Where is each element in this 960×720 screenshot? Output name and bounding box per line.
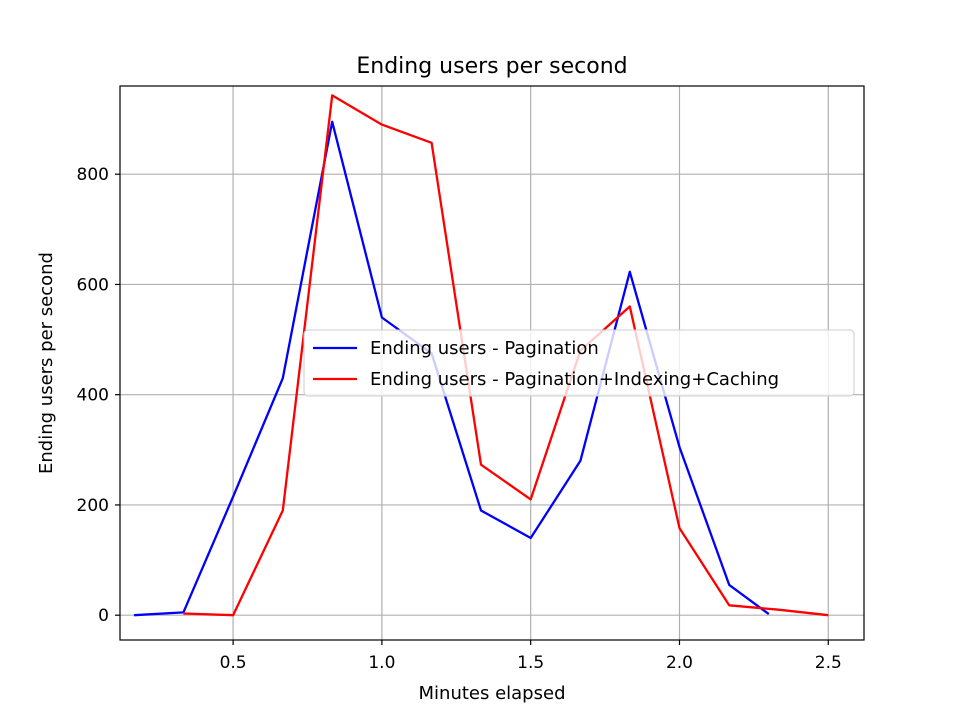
legend-box — [303, 329, 855, 397]
x-tick-label: 2.5 — [815, 653, 842, 673]
x-tick-label: 0.5 — [220, 653, 247, 673]
series-line-2 — [183, 94, 829, 617]
y-tick-label: 0 — [98, 606, 109, 626]
series-line-1 — [133, 120, 770, 617]
chart-title: Ending users per second — [356, 54, 627, 79]
y-tick-label: 800 — [77, 165, 109, 185]
y-axis-label: Ending users per second — [36, 252, 57, 474]
legend-label-2: Ending users - Pagination+Indexing+Cachi… — [370, 369, 779, 390]
y-tick-label: 400 — [77, 386, 109, 406]
x-tick-label: 1.5 — [517, 653, 544, 673]
legend-label-1: Ending users - Pagination — [370, 338, 599, 359]
x-axis-label: Minutes elapsed — [419, 683, 566, 704]
y-tick-label: 600 — [77, 275, 109, 295]
x-tick-label: 1.0 — [368, 653, 395, 673]
plot-area-frame — [119, 85, 865, 641]
y-tick-label: 200 — [77, 496, 109, 516]
series-lines — [133, 94, 829, 617]
x-tick-label: 2.0 — [666, 653, 693, 673]
legend: Ending users - Pagination Ending users - … — [303, 329, 855, 397]
axis-ticks: 0.5 1.0 1.5 2.0 2.5 0 200 400 600 800 — [77, 165, 842, 673]
